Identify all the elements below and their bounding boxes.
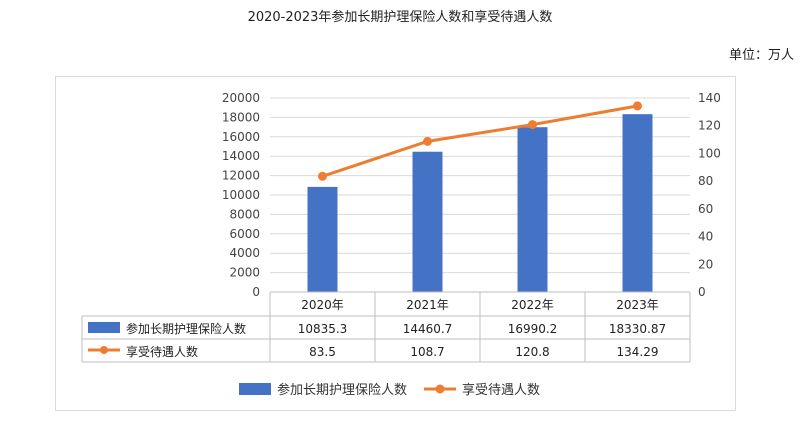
bar	[622, 114, 653, 293]
line-point	[423, 136, 432, 146]
table-value: 18330.87	[609, 322, 666, 336]
table-series-name: 享受待遇人数	[126, 344, 198, 359]
y-right-tick-label: 0	[698, 285, 706, 299]
y-right-tick-label: 80	[698, 174, 713, 188]
table-value: 108.7	[410, 345, 444, 359]
y-left-tick-label: 10000	[222, 188, 260, 202]
y-left-tick-label: 8000	[229, 207, 260, 221]
bar	[412, 151, 443, 292]
chart-title: 2020-2023年参加长期护理保险人数和享受待遇人数	[247, 10, 553, 25]
table-value: 120.8	[515, 345, 549, 359]
y-left-tick-label: 14000	[222, 149, 260, 163]
category-label: 2023年	[616, 298, 659, 312]
y-left-tick-label: 6000	[229, 227, 260, 241]
series-line	[322, 104, 638, 178]
unit-label: 单位：万人	[728, 48, 794, 63]
line-point	[318, 171, 327, 181]
legend-label: 参加长期护理保险人数	[277, 382, 407, 398]
y-right-tick-label: 40	[698, 230, 713, 244]
table-value: 134.29	[617, 345, 659, 359]
category-label: 2020年	[301, 298, 344, 312]
category-label: 2021年	[406, 298, 449, 312]
legend-label: 享受待遇人数	[462, 382, 540, 398]
y-right-tick-label: 20	[698, 257, 713, 271]
chart-frame	[55, 76, 736, 411]
table-series-name: 参加长期护理保险人数	[126, 321, 246, 336]
bar	[307, 186, 338, 292]
line-point	[528, 120, 537, 130]
y-right-tick-label: 100	[698, 146, 721, 160]
table-legend-bar-swatch	[88, 322, 120, 333]
table-value: 10835.3	[298, 322, 348, 336]
table-value: 16990.2	[508, 322, 558, 336]
y-left-tick-label: 4000	[229, 246, 260, 260]
legend-bar-swatch	[239, 383, 271, 395]
y-left-tick-label: 12000	[222, 169, 260, 183]
table-legend-line-marker	[100, 346, 108, 354]
y-left-tick-label: 18000	[222, 110, 260, 124]
table-value: 83.5	[309, 345, 336, 359]
y-right-tick-label: 60	[698, 202, 713, 216]
line-point	[633, 101, 642, 111]
y-left-tick-label: 20000	[222, 91, 260, 105]
y-right-tick-label: 120	[698, 119, 721, 133]
y-left-tick-label: 16000	[222, 130, 260, 144]
y-left-tick-label: 0	[252, 285, 260, 299]
y-left-tick-label: 2000	[229, 266, 260, 280]
bar	[517, 127, 548, 292]
table-value: 14460.7	[403, 322, 453, 336]
category-label: 2022年	[511, 298, 554, 312]
y-right-tick-label: 140	[698, 91, 721, 105]
legend-line-marker	[435, 384, 445, 394]
